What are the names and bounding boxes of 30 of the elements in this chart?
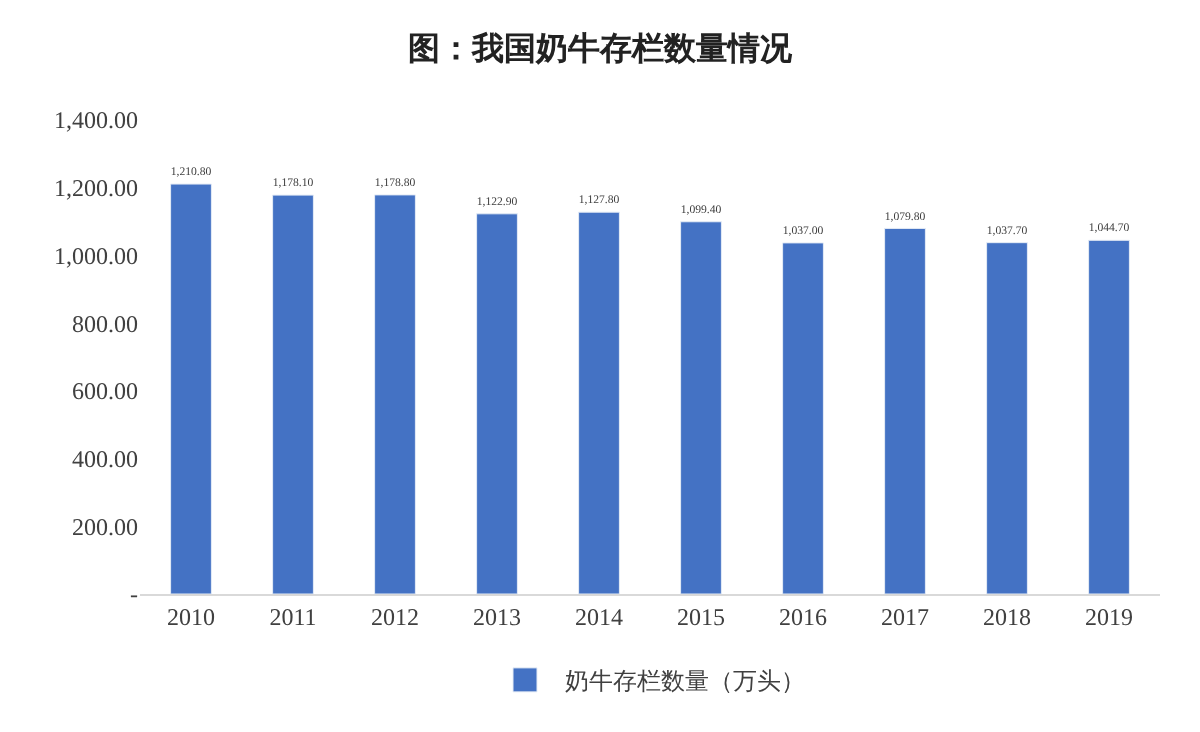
x-tick-label: 2015 <box>677 602 725 631</box>
x-tick-label: 2011 <box>269 602 317 631</box>
legend-label: 奶牛存栏数量（万头） <box>565 667 805 696</box>
bar <box>680 221 722 594</box>
x-tick-label: 2017 <box>881 602 929 631</box>
y-tick-label: 800.00 <box>72 309 138 338</box>
bar <box>578 211 620 594</box>
y-tick-label: 1,400.00 <box>54 106 138 135</box>
chart-title: 图：我国奶牛存栏数量情况 <box>408 31 794 67</box>
y-tick-label: 200.00 <box>72 512 138 541</box>
y-tick-label: - <box>130 580 138 609</box>
bar <box>374 194 416 594</box>
bar <box>782 242 824 594</box>
x-tick-label: 2010 <box>167 602 215 631</box>
x-tick-label: 2018 <box>983 602 1031 631</box>
x-tick-label: 2014 <box>575 602 623 631</box>
x-tick-label: 2013 <box>473 602 521 631</box>
x-tick-label: 2012 <box>371 602 419 631</box>
bar <box>476 213 518 594</box>
y-tick-label: 1,200.00 <box>54 174 138 203</box>
bar <box>986 242 1028 594</box>
y-tick-label: 1,000.00 <box>54 241 138 270</box>
y-tick-label: 600.00 <box>72 377 138 406</box>
bar <box>884 227 926 594</box>
bar <box>1088 239 1130 594</box>
y-tick-label: 400.00 <box>72 444 138 473</box>
x-tick-label: 2019 <box>1085 602 1133 631</box>
bar <box>170 183 212 594</box>
x-tick-label: 2016 <box>779 602 827 631</box>
bar <box>272 194 314 594</box>
